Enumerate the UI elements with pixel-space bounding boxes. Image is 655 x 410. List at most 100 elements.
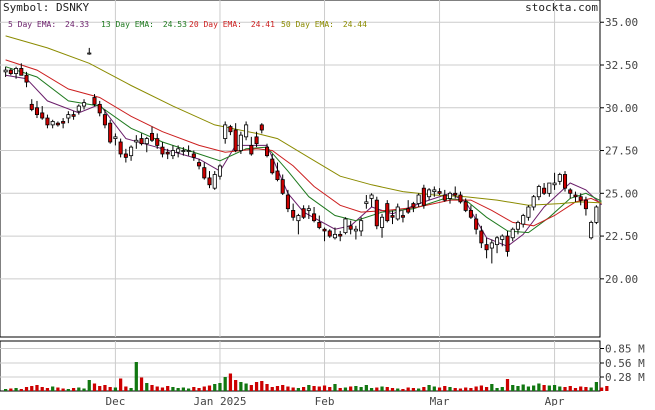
candle-body <box>312 213 317 222</box>
volume-bar <box>291 387 295 391</box>
volume-bar <box>160 387 165 391</box>
x-tick-label: Mar <box>430 395 450 406</box>
candle-body <box>102 114 107 126</box>
volume-bar <box>71 388 76 391</box>
volume-bar <box>458 388 463 391</box>
candle-body <box>129 146 134 157</box>
legend-50day: 50 Day EMA: 24.44 <box>281 20 367 29</box>
candle-body <box>400 215 405 218</box>
candle-body <box>108 122 113 143</box>
volume-bar <box>500 387 504 391</box>
y-tick-label: 30.00 <box>605 102 638 115</box>
candle-body <box>45 117 50 126</box>
volume-bar <box>547 385 551 391</box>
volume-bar <box>558 386 562 391</box>
site-watermark: stockta.com <box>525 1 598 14</box>
candle-body <box>197 162 202 167</box>
volume-bar <box>119 378 123 391</box>
legend-20day-label: 20 Day EMA: <box>189 20 242 29</box>
candle-body <box>160 146 165 155</box>
candles <box>3 47 599 264</box>
volume-bar <box>275 386 280 391</box>
candle-body <box>552 182 557 186</box>
volume-bar <box>584 387 588 391</box>
legend-50day-value: 24.44 <box>343 20 367 29</box>
candle-body <box>176 148 181 153</box>
volume-bar <box>573 388 578 391</box>
volume-bar <box>505 379 510 391</box>
candle-body <box>348 225 353 230</box>
volume-bar <box>333 384 337 391</box>
volume-bar <box>30 386 34 391</box>
volume-bar <box>469 388 473 391</box>
candle-body <box>369 194 374 199</box>
candle-body <box>92 97 97 105</box>
candle-body <box>144 138 149 145</box>
volume-bar <box>390 388 395 391</box>
volume-bar <box>61 388 65 391</box>
candle-body <box>76 105 81 112</box>
candle-body <box>380 216 385 228</box>
volume-bar <box>437 387 442 391</box>
volume-panel-frame <box>0 340 601 392</box>
volume-bar <box>364 385 368 391</box>
volume-bar <box>213 384 217 391</box>
candle-body <box>317 221 322 228</box>
volume-bar <box>464 387 468 391</box>
volume-bar <box>296 388 301 391</box>
legend-5day-label: 5 Day EMA: <box>8 20 56 29</box>
volume-bar <box>417 388 421 391</box>
volume-bar <box>448 387 452 391</box>
volume-bar <box>260 381 264 391</box>
candle-body <box>270 158 275 174</box>
volume-bar <box>14 388 18 391</box>
candle-body <box>364 201 369 204</box>
candle-body <box>24 74 29 83</box>
candle-body <box>50 121 55 126</box>
candle-body <box>489 242 494 249</box>
candle-body <box>113 136 118 139</box>
candle-body <box>233 129 238 151</box>
candle-body <box>343 218 348 234</box>
candle-body <box>353 228 358 232</box>
volume-bar <box>432 386 436 391</box>
candle-body <box>510 228 515 239</box>
volume-bar <box>228 373 233 391</box>
candle-body <box>359 220 364 232</box>
volume-bar <box>87 380 91 391</box>
legend-13day: 13 Day EMA: 24.53 <box>101 20 187 29</box>
volume-bar <box>599 387 604 391</box>
candle-body <box>29 103 34 110</box>
volume-bar <box>385 387 389 391</box>
volume-bar <box>516 386 520 391</box>
volume-bar <box>427 385 431 391</box>
candle-body <box>87 52 92 55</box>
x-tick-label: Jan 2025 <box>193 395 246 406</box>
volume-bar <box>35 385 39 391</box>
candle-body <box>306 208 311 211</box>
candle-body <box>562 174 568 189</box>
x-tick-label: Dec <box>105 395 125 406</box>
volume-bar <box>56 387 60 391</box>
candle-body <box>338 233 343 237</box>
volume-bar <box>108 387 112 391</box>
volume-bar <box>150 385 154 391</box>
candle-body <box>34 107 40 116</box>
volume-bar <box>594 382 599 391</box>
volume-bar <box>511 385 515 391</box>
candle-body <box>589 221 594 239</box>
volume-bar <box>322 385 327 391</box>
candle-body <box>447 192 453 199</box>
volume-bar <box>166 386 170 391</box>
candle-body <box>484 244 489 251</box>
candle-body <box>453 192 458 196</box>
volume-bar <box>234 380 238 391</box>
candle-body <box>505 235 510 252</box>
volume-bar <box>521 384 525 391</box>
candle-body <box>332 233 338 239</box>
volume-bar <box>589 387 593 391</box>
y-tick-label: 27.50 <box>605 145 638 158</box>
volume-bar <box>411 388 416 391</box>
